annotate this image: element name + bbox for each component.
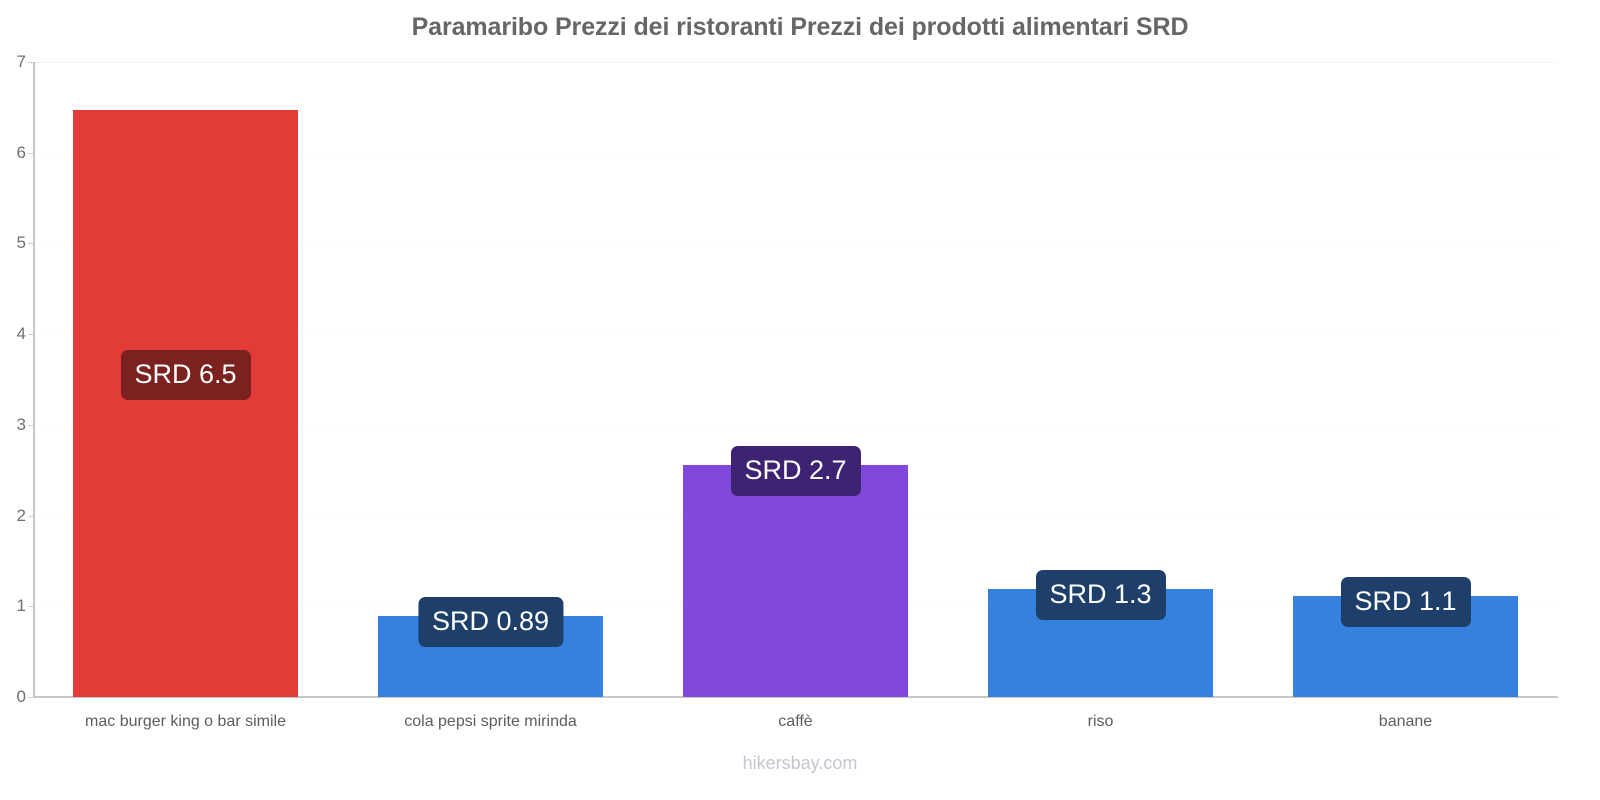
y-axis-line [33, 62, 35, 697]
gridline [33, 243, 1558, 244]
y-axis-tick-label: 7 [16, 52, 26, 71]
bar-value-label: SRD 0.89 [417, 597, 564, 648]
y-axis-tick-label: 6 [16, 142, 26, 162]
bar-value-label: SRD 2.7 [730, 445, 861, 496]
y-axis-tick-mark [28, 697, 35, 698]
footer-credit: hikersbay.com [742, 753, 858, 773]
x-axis-tick-label: caffè [778, 713, 813, 730]
gridline [33, 62, 1558, 63]
bar-value-label: SRD 1.1 [1340, 577, 1471, 628]
bar[interactable] [73, 110, 298, 697]
y-axis-tick-label: 3 [16, 414, 26, 434]
bar[interactable] [683, 464, 908, 697]
y-axis-tick-mark [28, 516, 35, 517]
bar-value-label: SRD 1.3 [1035, 570, 1166, 621]
y-axis-tick-label: 4 [16, 324, 26, 344]
page-title: Paramaribo Prezzi dei ristoranti Prezzi … [411, 13, 1189, 41]
y-axis-tick-mark [28, 153, 35, 154]
y-axis-tick-label: 5 [16, 233, 26, 253]
y-axis-tick-label: 1 [16, 596, 26, 616]
x-axis-tick-label: banane [1378, 713, 1433, 730]
gridline [33, 153, 1558, 154]
plot-area [33, 62, 1558, 697]
x-axis-tick-label: cola pepsi sprite mirinda [404, 713, 577, 730]
y-axis-tick-mark [28, 62, 35, 63]
gridline [33, 334, 1558, 335]
x-axis-tick-label: riso [1087, 713, 1114, 730]
y-axis-tick-mark [28, 334, 35, 335]
y-axis-tick-mark [28, 606, 35, 607]
bar-value-label: SRD 6.5 [120, 350, 251, 400]
x-axis-line [33, 696, 1558, 698]
gridline [33, 425, 1558, 426]
y-axis-tick-mark [28, 425, 35, 426]
y-axis-tick-label: 2 [16, 505, 26, 525]
y-axis-tick-label: 0 [16, 687, 26, 706]
y-axis-tick-mark [28, 243, 35, 244]
x-axis-tick-label: mac burger king o bar simile [85, 713, 286, 730]
